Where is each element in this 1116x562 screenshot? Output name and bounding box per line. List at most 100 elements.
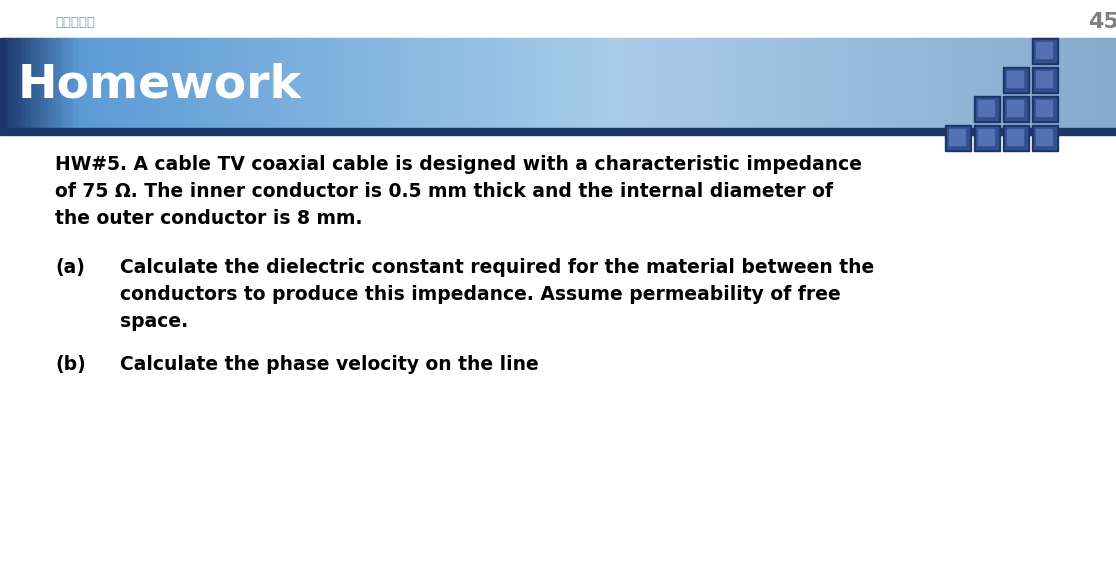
Bar: [131, 38, 135, 128]
Bar: [264, 38, 269, 128]
Bar: [837, 38, 841, 128]
Bar: [502, 38, 507, 128]
Bar: [662, 38, 667, 128]
Bar: [253, 38, 258, 128]
Bar: [246, 38, 250, 128]
Bar: [320, 38, 325, 128]
Bar: [1003, 96, 1029, 122]
Bar: [78, 38, 83, 128]
Bar: [1032, 67, 1058, 93]
Bar: [1006, 69, 1027, 91]
Bar: [617, 38, 623, 128]
Bar: [379, 38, 384, 128]
Bar: [885, 38, 891, 128]
Bar: [1016, 38, 1020, 128]
Bar: [298, 38, 302, 128]
Bar: [398, 38, 403, 128]
Bar: [30, 38, 35, 128]
Bar: [499, 38, 503, 128]
Bar: [577, 38, 581, 128]
Bar: [8, 38, 12, 128]
Bar: [64, 38, 68, 128]
Bar: [550, 38, 556, 128]
Bar: [0, 38, 4, 128]
Bar: [930, 38, 935, 128]
Bar: [97, 38, 102, 128]
Bar: [56, 38, 60, 128]
Bar: [89, 38, 94, 128]
Bar: [521, 38, 526, 128]
Bar: [622, 38, 626, 128]
Bar: [249, 38, 254, 128]
Bar: [781, 38, 786, 128]
Bar: [215, 38, 221, 128]
Bar: [1032, 38, 1058, 64]
Bar: [759, 38, 763, 128]
Bar: [789, 38, 793, 128]
Bar: [751, 38, 757, 128]
Bar: [1007, 71, 1023, 87]
Bar: [1035, 40, 1056, 62]
Bar: [591, 38, 596, 128]
Bar: [1060, 38, 1065, 128]
Bar: [52, 38, 57, 128]
Bar: [182, 38, 187, 128]
Bar: [33, 38, 38, 128]
Bar: [729, 38, 734, 128]
Bar: [271, 38, 277, 128]
Bar: [432, 38, 436, 128]
Bar: [1041, 38, 1047, 128]
Bar: [1105, 38, 1109, 128]
Bar: [360, 38, 366, 128]
Bar: [148, 38, 154, 128]
Bar: [993, 38, 998, 128]
Bar: [934, 38, 939, 128]
Bar: [848, 38, 853, 128]
Bar: [901, 38, 905, 128]
Bar: [331, 38, 336, 128]
Bar: [1006, 98, 1027, 120]
Bar: [945, 125, 971, 151]
Bar: [651, 38, 656, 128]
Bar: [450, 38, 455, 128]
Bar: [67, 38, 71, 128]
Bar: [461, 38, 466, 128]
Bar: [912, 38, 916, 128]
Bar: [338, 38, 344, 128]
Bar: [773, 38, 779, 128]
Bar: [979, 38, 983, 128]
Bar: [647, 38, 652, 128]
Bar: [368, 38, 373, 128]
Bar: [700, 38, 704, 128]
Bar: [807, 38, 812, 128]
Bar: [706, 38, 712, 128]
Bar: [446, 38, 451, 128]
Bar: [785, 38, 790, 128]
Bar: [1032, 96, 1058, 122]
Text: (b): (b): [55, 355, 86, 374]
Bar: [81, 38, 87, 128]
Bar: [279, 38, 283, 128]
Bar: [684, 38, 690, 128]
Bar: [309, 38, 314, 128]
Bar: [800, 38, 805, 128]
Bar: [45, 38, 49, 128]
Bar: [93, 38, 98, 128]
Bar: [1068, 38, 1072, 128]
Bar: [941, 38, 946, 128]
Bar: [569, 38, 574, 128]
Bar: [744, 38, 749, 128]
Bar: [19, 38, 23, 128]
Bar: [976, 98, 998, 120]
Bar: [628, 38, 634, 128]
Bar: [1003, 67, 1029, 93]
Bar: [666, 38, 671, 128]
Bar: [804, 38, 808, 128]
Bar: [1006, 127, 1027, 149]
Bar: [22, 38, 27, 128]
Bar: [257, 38, 261, 128]
Bar: [889, 38, 894, 128]
Bar: [26, 38, 31, 128]
Bar: [316, 38, 321, 128]
Bar: [349, 38, 355, 128]
